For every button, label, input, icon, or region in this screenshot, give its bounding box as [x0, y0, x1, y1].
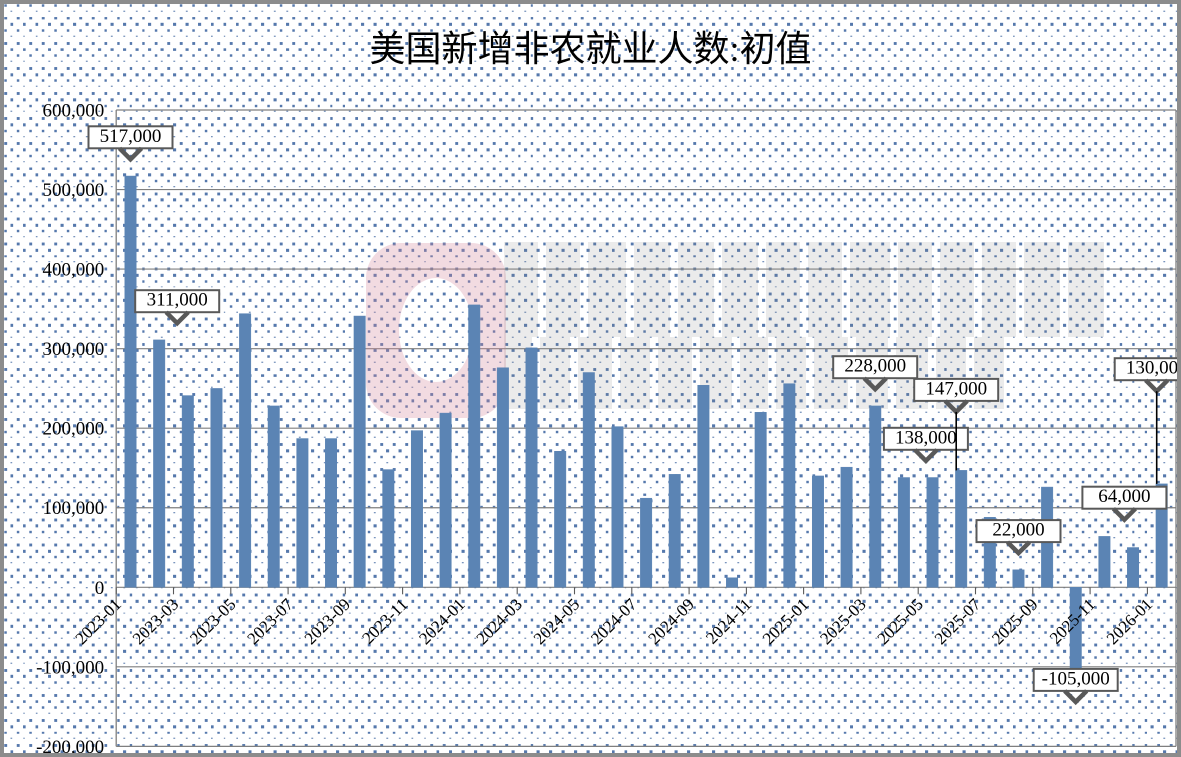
svg-text:-100,000: -100,000: [36, 657, 104, 678]
svg-text:2023-09: 2023-09: [301, 595, 355, 649]
svg-text:-105,000: -105,000: [1042, 668, 1110, 689]
svg-text:2024-05: 2024-05: [530, 595, 584, 649]
svg-text:22,000: 22,000: [992, 520, 1044, 541]
svg-text:400,000: 400,000: [42, 260, 104, 281]
svg-text:138,000: 138,000: [895, 427, 957, 448]
svg-text:500,000: 500,000: [42, 180, 104, 201]
svg-text:-200,000: -200,000: [36, 737, 104, 753]
svg-text:2026-01: 2026-01: [1103, 595, 1157, 649]
svg-text:311,000: 311,000: [147, 290, 208, 311]
svg-text:0: 0: [95, 578, 105, 599]
svg-text:600,000: 600,000: [42, 101, 104, 122]
svg-text:2025-05: 2025-05: [874, 595, 928, 649]
svg-text:2024-11: 2024-11: [702, 595, 755, 648]
svg-text:100,000: 100,000: [42, 498, 104, 519]
svg-text:200,000: 200,000: [42, 419, 104, 440]
svg-text:517,000: 517,000: [100, 126, 162, 147]
svg-text:2024-09: 2024-09: [644, 595, 698, 649]
svg-text:2024-01: 2024-01: [415, 595, 469, 649]
svg-text:2023-03: 2023-03: [129, 595, 183, 649]
svg-text:228,000: 228,000: [844, 356, 906, 377]
svg-text:2024-03: 2024-03: [473, 595, 527, 649]
svg-text:2025-01: 2025-01: [759, 595, 813, 649]
svg-text:2025-09: 2025-09: [988, 595, 1042, 649]
svg-text:147,000: 147,000: [925, 378, 987, 399]
svg-text:300,000: 300,000: [42, 339, 104, 360]
svg-text:2023-11: 2023-11: [358, 595, 411, 648]
svg-text:2023-07: 2023-07: [243, 594, 297, 648]
svg-text:2025-03: 2025-03: [816, 595, 870, 649]
svg-text:64,000: 64,000: [1098, 486, 1150, 507]
svg-text:130,000: 130,000: [1126, 358, 1177, 379]
svg-text:2024-07: 2024-07: [587, 594, 641, 648]
svg-text:2023-05: 2023-05: [186, 595, 240, 649]
svg-text:2023-01: 2023-01: [72, 595, 126, 649]
svg-text:2025-07: 2025-07: [931, 594, 985, 648]
